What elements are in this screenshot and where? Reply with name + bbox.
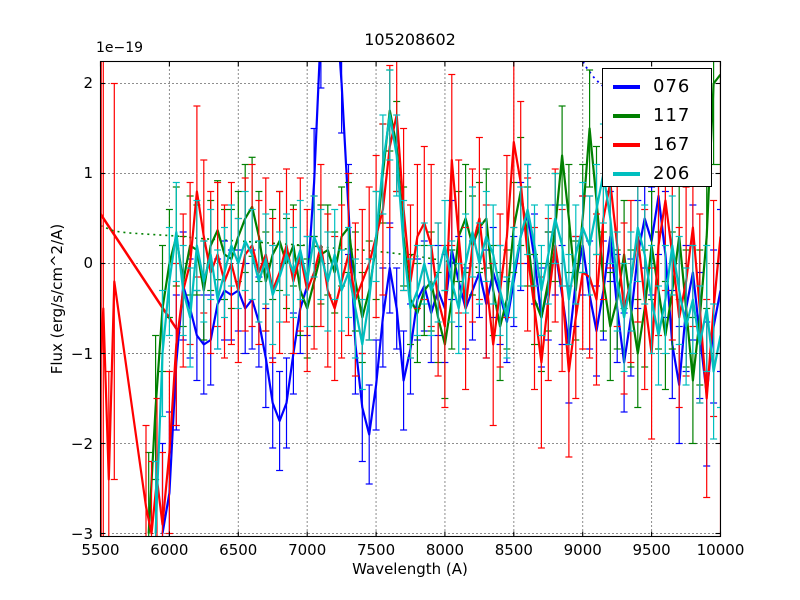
legend-item-label: 076	[653, 76, 691, 97]
x-tick-label: 7500	[356, 541, 396, 559]
x-tick-label: 8000	[425, 541, 465, 559]
x-tick-label: 8500	[494, 541, 533, 559]
legend-item-label: 167	[653, 134, 691, 155]
y-axis-label: Flux (erg/s/cm^2/A)	[48, 223, 66, 375]
y-tick-label: 1	[83, 164, 93, 183]
legend-item: 206	[613, 159, 711, 188]
legend-line-swatch	[613, 84, 640, 89]
series-line-206	[154, 113, 721, 534]
tick-marks	[99, 61, 722, 537]
chart-title: 105208602	[364, 30, 456, 49]
x-tick-label: 5500	[81, 541, 120, 559]
x-tick-label: 7000	[288, 541, 327, 559]
legend-line-swatch	[613, 113, 640, 118]
x-tick-label: 6000	[150, 541, 189, 559]
axes-frame	[99, 60, 722, 538]
x-tick-label: 10000	[696, 541, 745, 559]
y-tick-label: −2	[70, 434, 93, 453]
series-line-076	[161, 61, 721, 534]
y-tick-label: −3	[70, 524, 93, 543]
legend: 076 117 167 206	[602, 68, 712, 187]
legend-item: 117	[613, 101, 711, 130]
legend-item-label: 206	[653, 163, 691, 184]
x-tick-label: 9500	[632, 541, 671, 559]
y-tick-label: 0	[83, 254, 93, 273]
x-axis-label: Wavelength (A)	[352, 560, 468, 578]
legend-item: 076	[613, 72, 711, 101]
y-tick-label: −1	[70, 344, 93, 363]
legend-item-label: 117	[653, 105, 691, 126]
plot-data-region	[100, 61, 721, 537]
y-tick-label: 2	[83, 74, 93, 93]
y-axis-offset-label: 1e−19	[96, 40, 144, 56]
x-tick-label: 9000	[563, 541, 602, 559]
legend-item: 167	[613, 130, 711, 159]
legend-line-swatch	[613, 171, 640, 176]
x-tick-label: 6500	[219, 541, 258, 559]
legend-line-swatch	[613, 142, 640, 147]
series-line-167	[100, 113, 721, 535]
